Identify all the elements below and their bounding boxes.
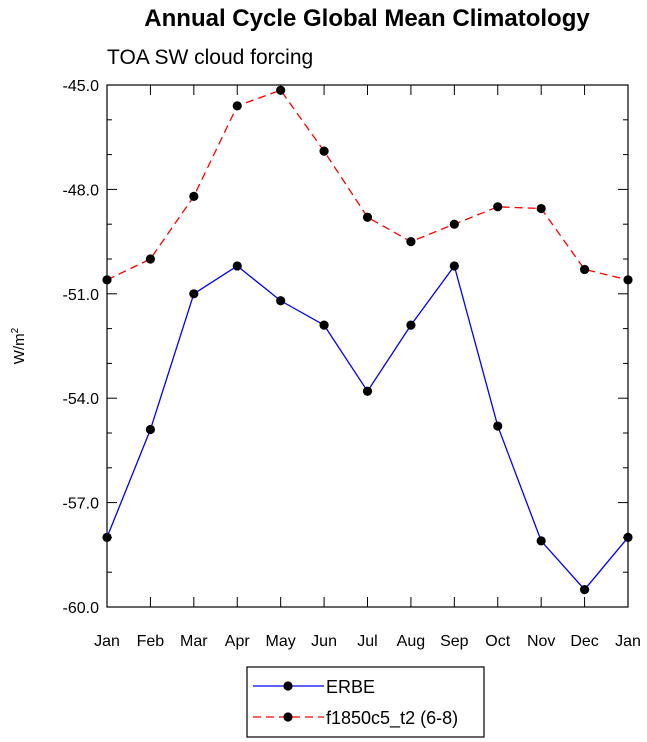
series-point: [189, 191, 199, 201]
series-point: [406, 237, 416, 247]
series-point: [145, 424, 156, 435]
legend-marker: [283, 712, 293, 722]
series-layer: [102, 85, 633, 595]
y-tick-label: -54.0: [63, 391, 100, 408]
series-point: [319, 146, 329, 156]
x-tick-label: May: [266, 633, 296, 650]
series-point: [449, 261, 459, 271]
x-tick-label: Apr: [225, 633, 251, 650]
x-tick-label: Mar: [180, 633, 208, 650]
x-tick-label: Jan: [94, 633, 120, 650]
series-point: [276, 85, 286, 95]
y-tick-label: -45.0: [63, 78, 100, 95]
series-line-1: [106, 89, 629, 281]
y-tick-label: -51.0: [63, 287, 100, 304]
series-point: [102, 532, 112, 543]
x-tick-label: Jul: [357, 633, 377, 650]
x-tick-label: Nov: [527, 633, 555, 650]
chart-subtitle: TOA SW cloud forcing: [107, 46, 313, 69]
series-point: [102, 275, 112, 285]
x-tick-label: Jun: [311, 633, 337, 650]
series-point: [579, 585, 590, 595]
series-point: [276, 296, 286, 306]
legend-label: ERBE: [326, 677, 375, 697]
series-point: [362, 386, 373, 396]
legend-marker: [283, 681, 293, 691]
y-axis: -45.0 -48.0 -51.0 -54.0 -57.0 -60.0: [63, 78, 628, 617]
series-point: [449, 219, 459, 229]
plot-frame: [106, 84, 629, 608]
series-point: [536, 536, 546, 546]
y-tick-label: -57.0: [63, 496, 100, 513]
y-tick-label: -48.0: [63, 182, 100, 199]
series-point: [319, 320, 329, 330]
x-tick-label: Dec: [570, 633, 598, 650]
x-tick-label: Sep: [440, 633, 469, 650]
chart-title: Annual Cycle Global Mean Climatology: [144, 5, 590, 32]
series-point: [493, 202, 503, 212]
x-axis: Jan Feb Mar Apr May Jun Jul Aug Sep Oct Nov Dec Jan: [94, 85, 641, 650]
series-point: [623, 275, 633, 285]
series-point: [579, 264, 590, 275]
series-point: [493, 421, 503, 431]
y-tick-label: -60.0: [63, 600, 100, 617]
x-tick-label: Aug: [397, 633, 425, 650]
x-tick-label: Feb: [137, 633, 165, 650]
series-point: [189, 289, 199, 299]
legend-box: [246, 666, 485, 738]
legend-label: f1850c5_t2 (6-8): [326, 708, 458, 729]
legend: ERBE f1850c5_t2 (6-8): [246, 666, 485, 738]
series-line-0: [106, 264, 629, 591]
series-point: [145, 254, 156, 264]
series-point: [536, 203, 546, 214]
series-point: [232, 261, 242, 271]
x-tick-label: Jan: [615, 633, 641, 650]
series-point: [623, 532, 633, 543]
series-point: [232, 101, 242, 111]
x-tick-label: Oct: [485, 633, 510, 650]
y-axis-label: W/m2: [10, 327, 28, 364]
series-point: [406, 320, 416, 330]
series-point: [362, 212, 373, 222]
